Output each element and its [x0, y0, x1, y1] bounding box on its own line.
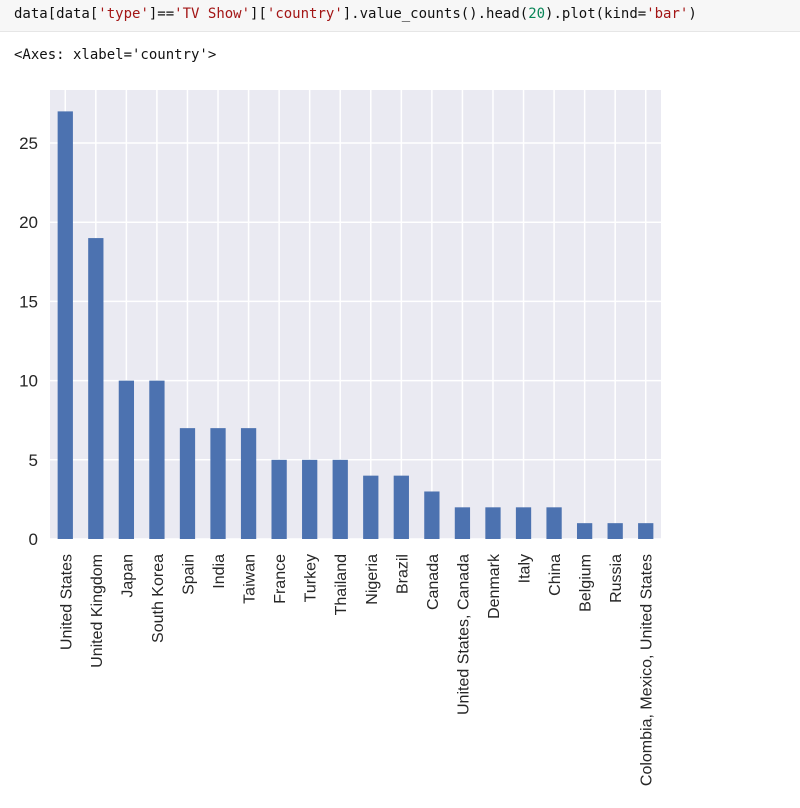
y-tick-label: 5 — [29, 451, 38, 470]
bar-united-kingdom — [88, 238, 104, 539]
bars — [57, 111, 654, 539]
bar-denmark — [485, 507, 501, 539]
x-tick-label: United States, Canada — [455, 554, 472, 715]
bar-brazil — [393, 475, 409, 539]
code-text: data[data['type']=='TV Show']['country']… — [14, 6, 697, 22]
x-tick-label: Colombia, Mexico, United States — [639, 554, 656, 786]
bar-thailand — [332, 459, 348, 539]
x-tick-label: Russia — [608, 554, 625, 603]
y-tick-label: 25 — [19, 134, 38, 153]
plot-area — [50, 90, 661, 539]
bar-india — [210, 428, 226, 539]
bar-canada — [424, 491, 440, 539]
y-tick-label: 10 — [19, 372, 38, 391]
x-tick-label: Brazil — [394, 554, 411, 594]
bar-turkey — [302, 459, 318, 539]
x-tick-label: Japan — [119, 554, 136, 598]
bar-nigeria — [363, 475, 379, 539]
bar-france — [271, 459, 287, 539]
x-tick-label: Thailand — [333, 554, 350, 615]
bar-japan — [118, 380, 135, 539]
bar-italy — [515, 507, 532, 539]
x-tick-label: United Kingdom — [89, 554, 106, 668]
bar-south-korea — [149, 380, 165, 539]
code-cell[interactable]: data[data['type']=='TV Show']['country']… — [0, 0, 800, 32]
x-tick-label: China — [547, 554, 564, 596]
x-tick-label: France — [272, 554, 289, 604]
bar-colombia-mexico-united-states — [638, 523, 654, 539]
x-tick-label: Turkey — [303, 554, 320, 602]
y-tick-label: 0 — [29, 530, 38, 549]
bar-belgium — [576, 523, 593, 539]
bar-russia — [607, 523, 623, 539]
bar-united-states — [57, 111, 73, 539]
x-tick-label: Nigeria — [364, 554, 381, 605]
output-repr-text: <Axes: xlabel='country'> — [14, 47, 217, 63]
bar-united-states-canada — [454, 507, 471, 539]
bar-spain — [179, 428, 196, 539]
y-tick-labels: 0 5 10 15 20 25 — [19, 134, 38, 549]
x-tick-label: Taiwan — [242, 554, 259, 604]
x-tick-label: Spain — [180, 554, 197, 595]
x-tick-label: Italy — [517, 554, 534, 583]
x-tick-label: Belgium — [578, 554, 595, 612]
bar-china — [546, 507, 562, 539]
x-tick-labels: United States United Kingdom Japan South Ko… — [58, 553, 655, 786]
x-tick-label: South Korea — [150, 554, 167, 643]
x-tick-label: Canada — [425, 554, 442, 610]
x-tick-label: India — [211, 554, 228, 589]
y-tick-label: 15 — [19, 292, 38, 311]
bar-taiwan — [240, 428, 257, 539]
y-tick-label: 20 — [19, 213, 38, 232]
x-tick-label: United States — [58, 554, 75, 650]
x-tick-label: Denmark — [486, 553, 503, 619]
